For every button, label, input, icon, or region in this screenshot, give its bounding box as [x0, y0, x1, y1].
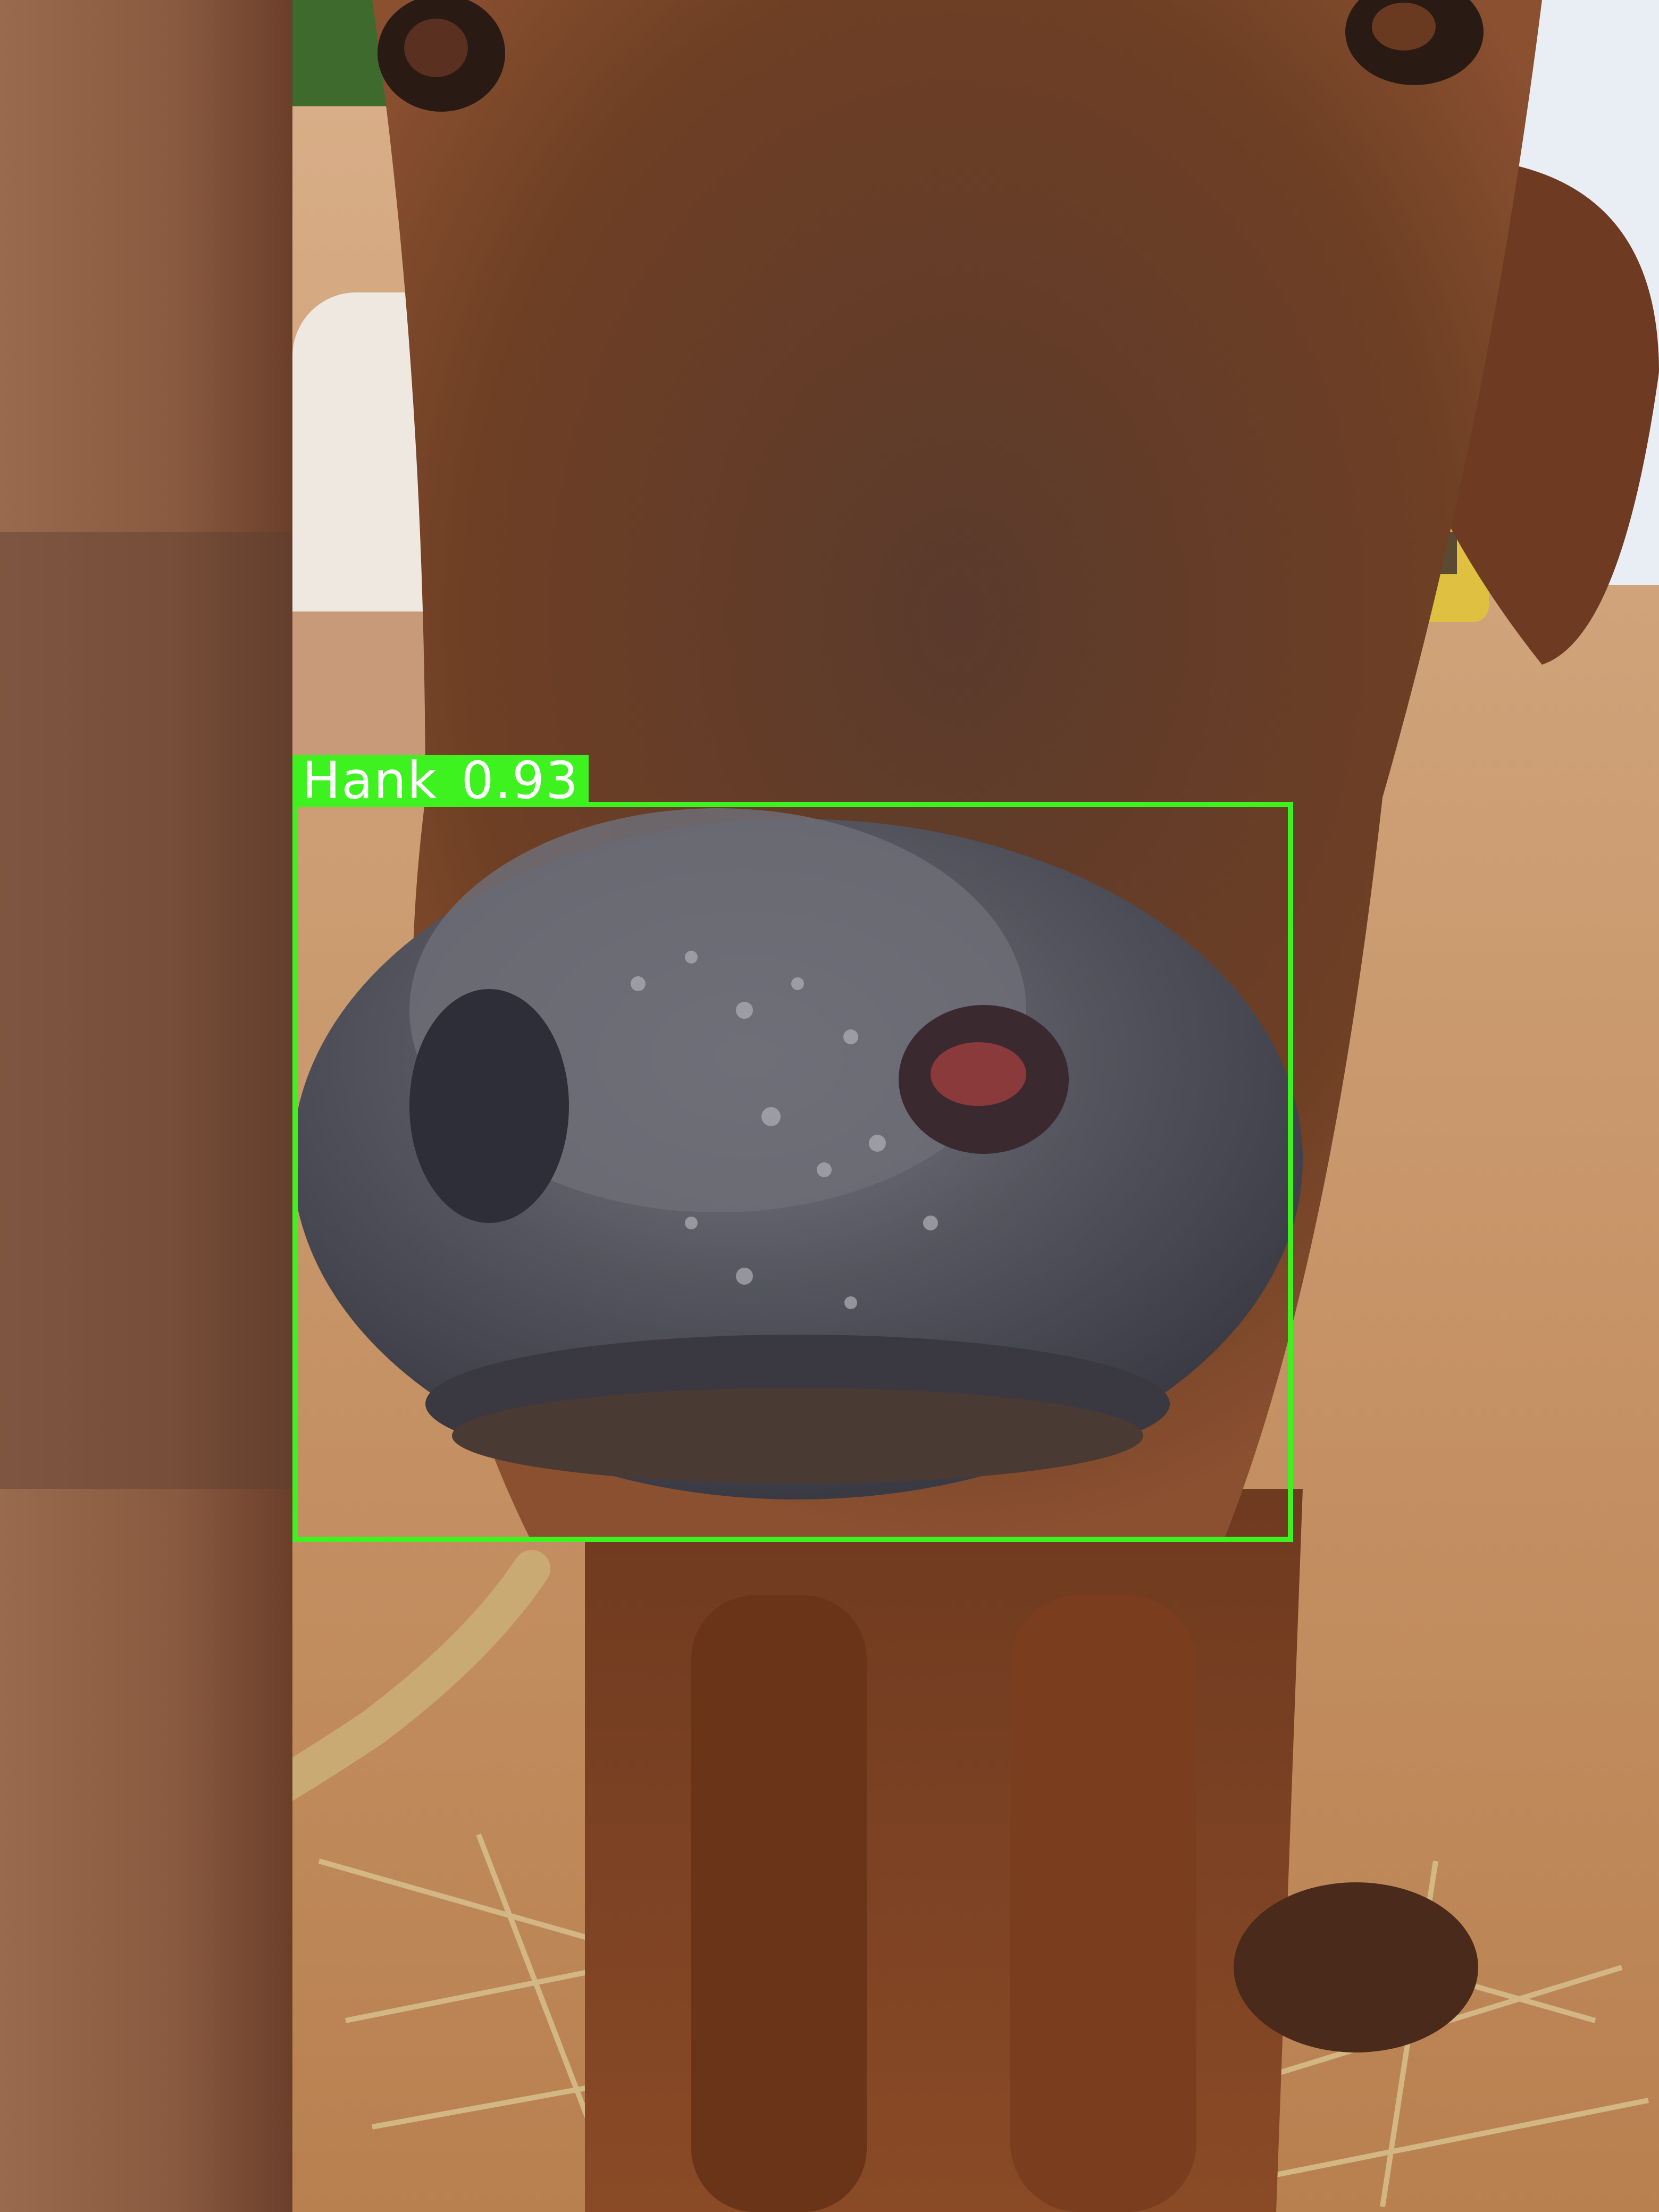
detection-confidence: 0.93: [461, 751, 580, 810]
detection-label: Hank 0.93: [292, 755, 589, 806]
detection-bounding-box: [292, 802, 1293, 1542]
detection-class-name: Hank: [302, 751, 438, 810]
